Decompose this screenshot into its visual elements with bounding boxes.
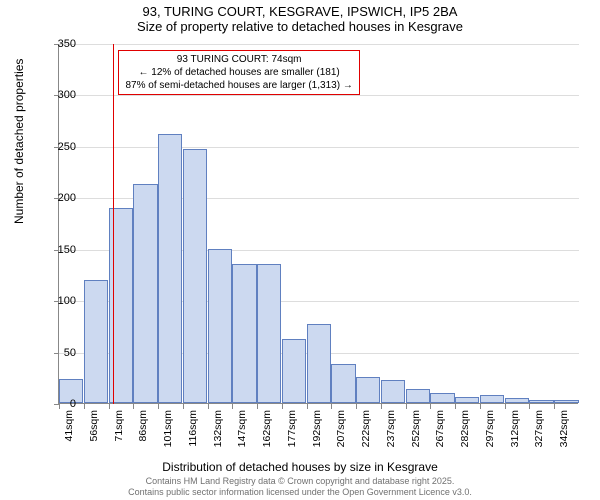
chart-container: 93, TURING COURT, KESGRAVE, IPSWICH, IP5… [0, 0, 600, 500]
histogram-bar [183, 149, 207, 403]
x-axis-label: Distribution of detached houses by size … [0, 460, 600, 474]
x-tick-label: 56sqm [88, 410, 100, 460]
footer-line-2: Contains public sector information licen… [0, 487, 600, 498]
property-marker-line [113, 44, 114, 404]
chart-area: 41sqm56sqm71sqm86sqm101sqm116sqm132sqm14… [58, 44, 578, 404]
histogram-bar [232, 264, 256, 403]
info-line-2: ← 12% of detached houses are smaller (18… [125, 66, 352, 79]
x-tick-mark [307, 404, 308, 409]
y-tick-label: 50 [46, 347, 76, 359]
x-tick-label: 342sqm [558, 410, 570, 460]
histogram-bar [84, 280, 108, 403]
histogram-bar [356, 377, 380, 403]
grid-line [59, 147, 579, 148]
histogram-bar [455, 397, 479, 403]
info-line-3: 87% of semi-detached houses are larger (… [125, 79, 352, 92]
x-tick-mark [505, 404, 506, 409]
x-tick-label: 116sqm [187, 410, 199, 460]
y-tick-label: 300 [46, 89, 76, 101]
x-tick-label: 132sqm [212, 410, 224, 460]
x-tick-mark [282, 404, 283, 409]
y-axis-label: Number of detached properties [12, 59, 26, 224]
histogram-bar [480, 395, 504, 403]
x-tick-label: 237sqm [385, 410, 397, 460]
grid-line [59, 44, 579, 45]
y-tick-label: 250 [46, 141, 76, 153]
x-tick-label: 41sqm [63, 410, 75, 460]
footer-line-1: Contains HM Land Registry data © Crown c… [0, 476, 600, 487]
x-tick-mark [529, 404, 530, 409]
x-tick-label: 297sqm [484, 410, 496, 460]
x-tick-label: 162sqm [261, 410, 273, 460]
histogram-bar [505, 398, 529, 403]
attribution-footer: Contains HM Land Registry data © Crown c… [0, 476, 600, 498]
x-tick-label: 252sqm [410, 410, 422, 460]
x-tick-mark [455, 404, 456, 409]
x-tick-mark [257, 404, 258, 409]
x-tick-mark [554, 404, 555, 409]
histogram-bar [529, 400, 553, 403]
x-tick-mark [381, 404, 382, 409]
x-tick-mark [84, 404, 85, 409]
x-tick-label: 207sqm [335, 410, 347, 460]
histogram-bar [430, 393, 454, 403]
y-tick-label: 0 [46, 398, 76, 410]
histogram-bar [208, 249, 232, 403]
x-tick-mark [406, 404, 407, 409]
title-subtitle: Size of property relative to detached ho… [0, 19, 600, 34]
x-tick-mark [480, 404, 481, 409]
x-tick-label: 147sqm [236, 410, 248, 460]
x-tick-label: 177sqm [286, 410, 298, 460]
histogram-bar [554, 400, 578, 403]
x-tick-label: 86sqm [137, 410, 149, 460]
histogram-bar [307, 324, 331, 403]
x-tick-mark [133, 404, 134, 409]
x-tick-label: 327sqm [533, 410, 545, 460]
histogram-bar [257, 264, 281, 403]
x-tick-mark [158, 404, 159, 409]
y-tick-label: 150 [46, 244, 76, 256]
x-tick-mark [232, 404, 233, 409]
x-tick-label: 282sqm [459, 410, 471, 460]
info-line-1: 93 TURING COURT: 74sqm [125, 53, 352, 66]
x-tick-label: 222sqm [360, 410, 372, 460]
histogram-bar [331, 364, 355, 403]
x-tick-mark [331, 404, 332, 409]
histogram-bar [158, 134, 182, 403]
histogram-bar [406, 389, 430, 403]
histogram-bar [282, 339, 306, 403]
x-tick-label: 71sqm [113, 410, 125, 460]
info-annotation-box: 93 TURING COURT: 74sqm ← 12% of detached… [118, 50, 359, 95]
histogram-bar [381, 380, 405, 403]
x-tick-label: 101sqm [162, 410, 174, 460]
plot-region: 41sqm56sqm71sqm86sqm101sqm116sqm132sqm14… [58, 44, 578, 404]
x-tick-mark [356, 404, 357, 409]
x-tick-mark [430, 404, 431, 409]
x-tick-label: 267sqm [434, 410, 446, 460]
title-address: 93, TURING COURT, KESGRAVE, IPSWICH, IP5… [0, 4, 600, 19]
grid-line [59, 95, 579, 96]
x-tick-label: 192sqm [311, 410, 323, 460]
histogram-bar [133, 184, 157, 403]
x-tick-mark [208, 404, 209, 409]
y-tick-label: 100 [46, 295, 76, 307]
title-block: 93, TURING COURT, KESGRAVE, IPSWICH, IP5… [0, 0, 600, 34]
y-tick-label: 350 [46, 38, 76, 50]
x-tick-mark [183, 404, 184, 409]
x-tick-mark [109, 404, 110, 409]
x-tick-label: 312sqm [509, 410, 521, 460]
y-tick-label: 200 [46, 192, 76, 204]
histogram-bar [109, 208, 133, 403]
